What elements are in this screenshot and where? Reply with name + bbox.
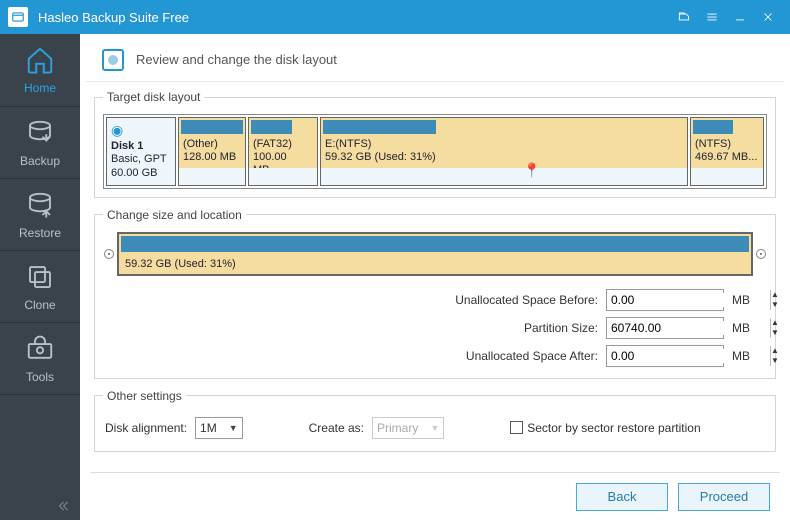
app-icon [8, 7, 28, 27]
sidebar-label: Tools [26, 370, 54, 384]
chevron-down-icon: ▼ [229, 423, 238, 433]
disk-alignment-select[interactable]: 1M ▼ [195, 417, 243, 439]
unit-label: MB [732, 293, 750, 307]
back-button[interactable]: Back [576, 483, 668, 511]
page-title: Review and change the disk layout [136, 52, 337, 67]
unalloc-before-label: Unallocated Space Before: [103, 293, 606, 307]
spin-up-icon[interactable]: ▲ [771, 318, 779, 328]
resize-handle-right[interactable] [755, 232, 767, 276]
other-legend: Other settings [103, 389, 186, 403]
sidebar-item-clone[interactable]: Clone [0, 250, 80, 322]
partition-cell[interactable]: (FAT32)100.00 MB... [248, 117, 318, 186]
sidebar-item-restore[interactable]: Restore [0, 178, 80, 250]
open-icon[interactable] [670, 6, 698, 28]
partition-size-input[interactable]: ▲▼ [606, 317, 724, 339]
slider-text: 59.32 GB (Used: 31%) [125, 258, 236, 270]
unit-label: MB [732, 321, 750, 335]
disk-alignment-label: Disk alignment: [105, 421, 187, 435]
create-as-select: Primary ▼ [372, 417, 444, 439]
unalloc-before-input[interactable]: ▲▼ [606, 289, 724, 311]
disk-icon: ◉ [111, 122, 171, 140]
target-legend: Target disk layout [103, 90, 204, 104]
partition-size-label: Partition Size: [103, 321, 606, 335]
sidebar-label: Home [24, 81, 56, 95]
sidebar-label: Backup [20, 154, 60, 168]
partition-slider[interactable]: 59.32 GB (Used: 31%) [117, 232, 753, 276]
spin-up-icon[interactable]: ▲ [771, 346, 779, 356]
chevron-down-icon: ▼ [430, 423, 439, 433]
spin-up-icon[interactable]: ▲ [771, 290, 779, 300]
title-bar: Hasleo Backup Suite Free [0, 0, 790, 34]
change-size-group: Change size and location 59.32 GB (Used:… [94, 208, 776, 379]
sidebar-item-tools[interactable]: Tools [0, 322, 80, 394]
close-icon[interactable] [754, 6, 782, 28]
disk-info-cell[interactable]: ◉ Disk 1 Basic, GPT 60.00 GB [106, 117, 176, 186]
sidebar-item-backup[interactable]: Backup [0, 106, 80, 178]
sidebar-item-home[interactable]: Home [0, 34, 80, 106]
pin-icon: 📍 [523, 162, 540, 179]
disk-name: Disk 1 [111, 140, 171, 154]
sector-by-sector-checkbox[interactable]: Sector by sector restore partition [510, 421, 700, 435]
spin-down-icon[interactable]: ▼ [771, 356, 779, 366]
sidebar-label: Clone [24, 298, 55, 312]
proceed-button[interactable]: Proceed [678, 483, 770, 511]
footer: Back Proceed [90, 472, 780, 520]
unalloc-after-input[interactable]: ▲▼ [606, 345, 724, 367]
menu-icon[interactable] [698, 6, 726, 28]
other-settings-group: Other settings Disk alignment: 1M ▼ Crea… [94, 389, 776, 452]
sidebar: Home Backup Restore Clone Tools [0, 34, 80, 520]
app-title: Hasleo Backup Suite Free [38, 10, 670, 25]
sidebar-label: Restore [19, 226, 61, 240]
checkbox-icon [510, 421, 523, 434]
disk-row: ◉ Disk 1 Basic, GPT 60.00 GB (Other)128.… [103, 114, 767, 189]
disk-layout-icon [102, 49, 124, 71]
unit-label: MB [732, 349, 750, 363]
disk-type: Basic, GPT [111, 153, 171, 167]
sidebar-collapse[interactable] [0, 492, 80, 520]
page-header: Review and change the disk layout [86, 38, 784, 82]
partition-cell[interactable]: E:(NTFS)59.32 GB (Used: 31%) 📍 [320, 117, 688, 186]
partition-cell[interactable]: (NTFS)469.67 MB... [690, 117, 764, 186]
partition-cell[interactable]: (Other)128.00 MB [178, 117, 246, 186]
unalloc-after-label: Unallocated Space After: [103, 349, 606, 363]
create-as-label: Create as: [309, 421, 364, 435]
spin-down-icon[interactable]: ▼ [771, 300, 779, 310]
disk-size: 60.00 GB [111, 167, 171, 181]
change-size-legend: Change size and location [103, 208, 246, 222]
spin-down-icon[interactable]: ▼ [771, 328, 779, 338]
minimize-icon[interactable] [726, 6, 754, 28]
resize-handle-left[interactable] [103, 232, 115, 276]
target-disk-layout-group: Target disk layout ◉ Disk 1 Basic, GPT 6… [94, 90, 776, 198]
